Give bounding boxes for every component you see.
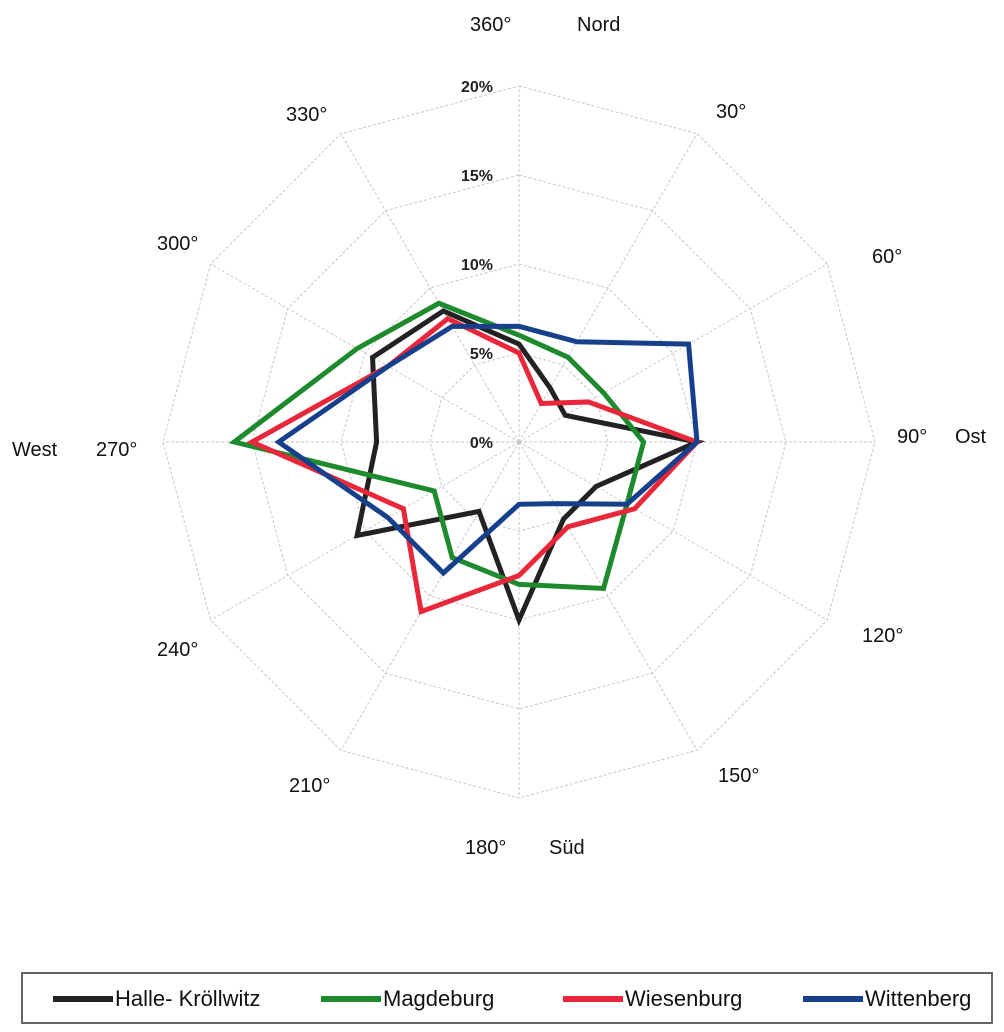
angle-label-150: 150° (718, 765, 759, 787)
cardinal-label-north: Nord (577, 14, 620, 36)
radial-spoke (518, 441, 828, 621)
angle-label-330: 330° (286, 104, 327, 126)
angle-label-60: 60° (872, 246, 902, 268)
radial-tick-label: 10% (461, 257, 493, 274)
radial-tick-label: 15% (461, 168, 493, 185)
radial-tick-label: 20% (461, 79, 493, 96)
chart-legend: Halle- Kröllwitz Magdeburg Wiesenburg Wi… (21, 972, 993, 1024)
legend-swatch-wiesenburg (563, 996, 623, 1002)
angle-label-120: 120° (862, 625, 903, 647)
legend-item-wiesenburg: Wiesenburg (563, 986, 742, 1012)
legend-label-magdeburg: Magdeburg (383, 986, 495, 1011)
angle-label-270: 270° (96, 439, 137, 461)
radial-tick-label: 5% (470, 346, 493, 363)
angle-label-210: 210° (289, 775, 330, 797)
angle-label-240: 240° (157, 639, 198, 661)
cardinal-label-south: Süd (549, 837, 585, 859)
radial-spoke (210, 263, 520, 443)
radial-spoke (340, 133, 520, 443)
radial-spoke (210, 441, 520, 621)
radial-tick-labels: 0% 5% 10% 15% 20% (461, 79, 493, 452)
legend-swatch-halle (53, 996, 113, 1002)
cardinal-label-west: West (12, 439, 58, 461)
legend-item-wittenberg: Wittenberg (803, 986, 971, 1012)
angle-label-180: 180° (465, 837, 506, 859)
radial-spoke (518, 133, 698, 443)
radial-axes (163, 86, 875, 798)
radial-spoke (340, 441, 520, 751)
radial-tick-label: 0% (470, 435, 493, 452)
angle-label-90: 90° (897, 426, 927, 448)
angle-label-360: 360° (470, 14, 511, 36)
angle-label-300: 300° (157, 233, 198, 255)
cardinal-label-east: Ost (955, 426, 987, 448)
legend-label-halle: Halle- Kröllwitz (115, 986, 261, 1011)
wind-rose-chart: 0%5%10%15%20% 360° Nord 30° 60° 90° Ost … (12, 14, 987, 859)
legend-item-halle: Halle- Kröllwitz (53, 986, 260, 1012)
legend-swatch-magdeburg (321, 996, 381, 1002)
series-line-wittenberg (274, 323, 700, 577)
radial-spoke (518, 263, 828, 443)
legend-item-magdeburg: Magdeburg (321, 986, 494, 1012)
legend-label-wiesenburg: Wiesenburg (625, 986, 743, 1011)
series-line-halle-kr-llwitz (353, 308, 706, 627)
grid-ring-1 (429, 352, 609, 532)
legend-label-wittenberg: Wittenberg (865, 986, 972, 1011)
series-layer (228, 300, 706, 627)
angle-label-30: 30° (716, 101, 746, 123)
radial-spoke (518, 441, 698, 751)
legend-swatch-wittenberg (803, 996, 863, 1002)
series-line-magdeburg (228, 300, 647, 592)
